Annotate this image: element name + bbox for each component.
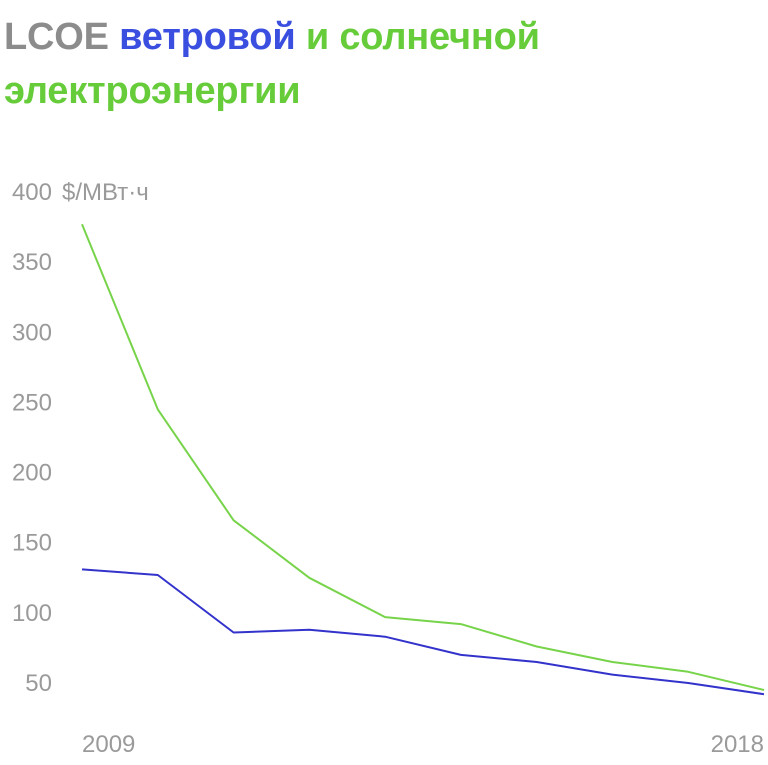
- title-solar: и солнечной: [305, 16, 540, 58]
- y-tick-label: 100: [12, 600, 52, 627]
- title-lcoe: LCOE: [4, 16, 109, 58]
- solar-series-line: [81, 223, 765, 691]
- wind-series-line: [81, 568, 765, 696]
- x-tick-label: 2018: [711, 731, 764, 758]
- y-tick-label: 350: [12, 249, 52, 276]
- y-tick-label: 200: [12, 460, 52, 487]
- y-tick-label: 150: [12, 530, 52, 557]
- y-tick-label: 250: [12, 389, 52, 416]
- y-unit-label: $/МВт·ч: [62, 179, 149, 206]
- y-tick-label: 50: [25, 670, 52, 697]
- y-axis-ticks: 400 $/МВт·ч 350 300 250 200 150 100 50: [12, 179, 149, 697]
- y-tick-label: 400: [12, 179, 52, 206]
- title-wind: ветровой: [119, 16, 296, 58]
- series-lines: [81, 223, 765, 696]
- chart-title: LCOE ветровой и солнечной электроэнергии: [4, 10, 764, 118]
- y-tick-label: 300: [12, 319, 52, 346]
- x-axis-ticks: 2009 2018: [82, 731, 764, 758]
- x-tick-label: 2009: [82, 731, 135, 758]
- title-electricity: электроэнергии: [4, 70, 301, 112]
